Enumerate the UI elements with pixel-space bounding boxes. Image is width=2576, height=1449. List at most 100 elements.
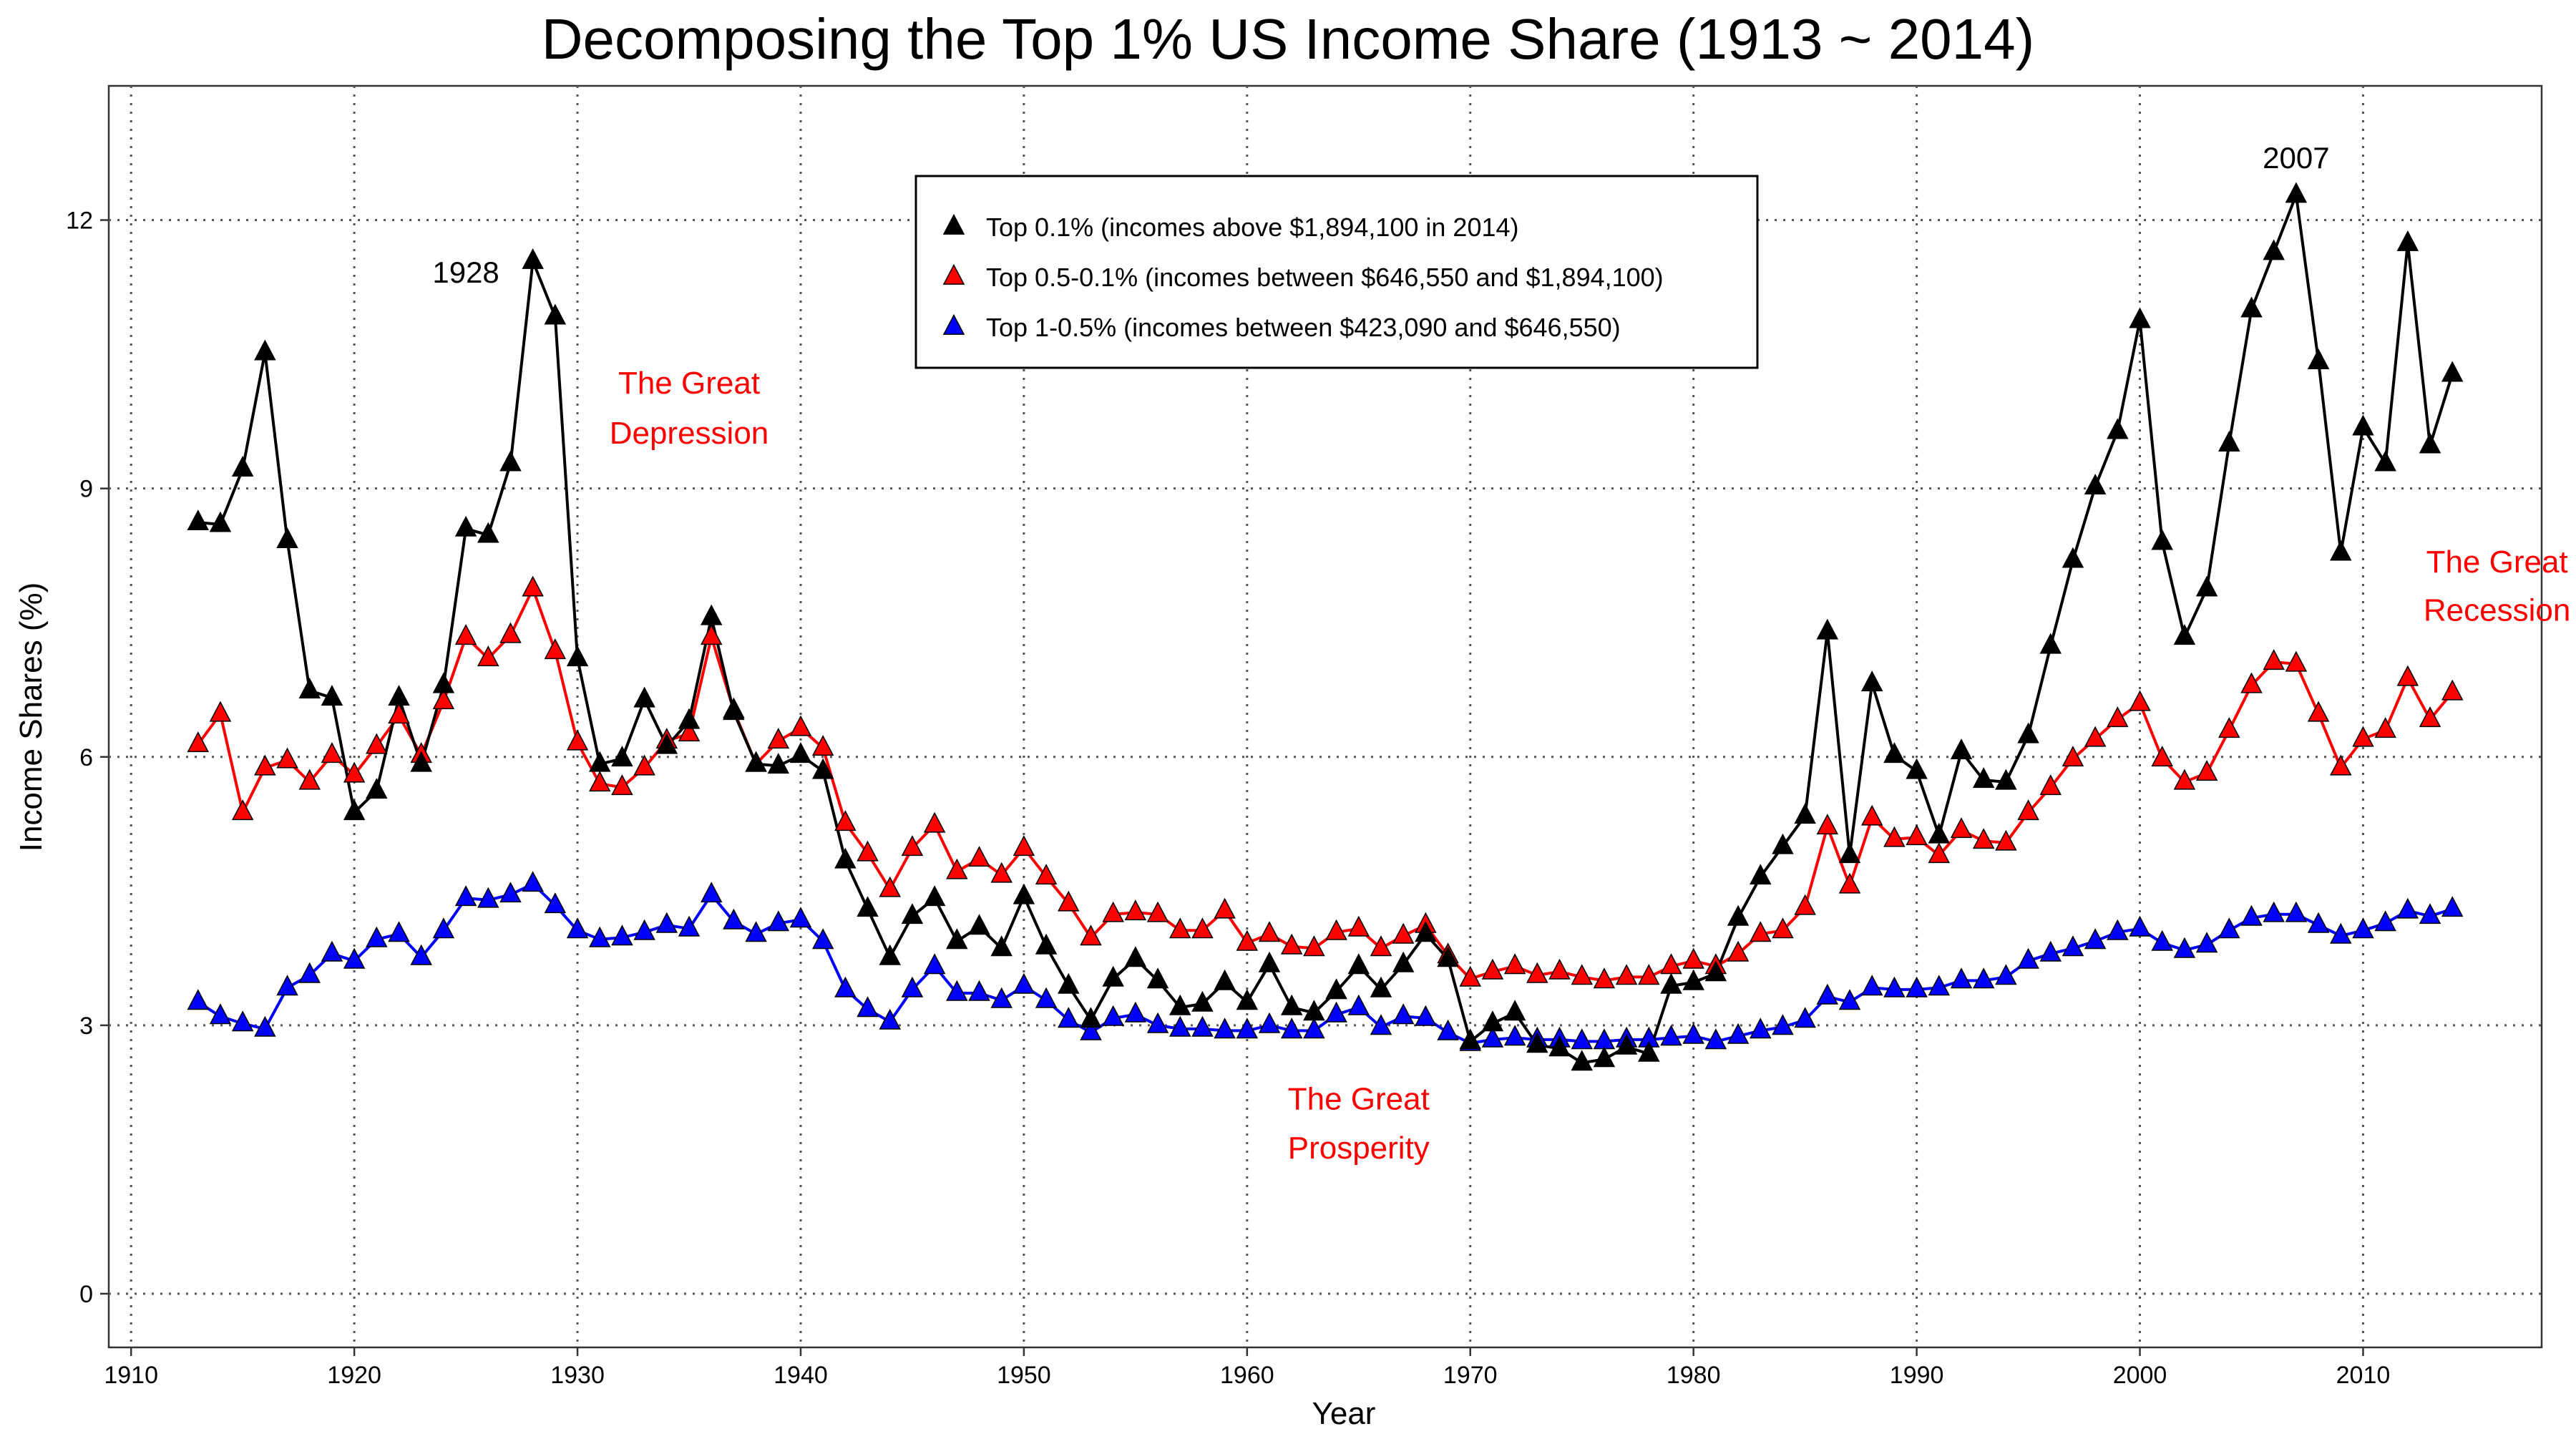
x-tick-label: 2000 bbox=[2113, 1362, 2167, 1389]
data-point bbox=[1280, 994, 1303, 1015]
legend-label-2: Top 1-0.5% (incomes between $423,090 and… bbox=[986, 313, 1621, 342]
data-point bbox=[1303, 1018, 1325, 1039]
data-point bbox=[566, 917, 589, 939]
data-point bbox=[923, 885, 946, 907]
data-point bbox=[1258, 1012, 1281, 1033]
data-point bbox=[2374, 450, 2396, 472]
data-point bbox=[2441, 679, 2464, 701]
data-point bbox=[633, 686, 655, 708]
data-point bbox=[1146, 1012, 1169, 1033]
annotation-label: Depression bbox=[610, 416, 769, 451]
data-point bbox=[901, 903, 924, 924]
x-tick-label: 1980 bbox=[1667, 1362, 1721, 1389]
x-tick-label: 1950 bbox=[997, 1362, 1051, 1389]
data-point bbox=[1124, 899, 1147, 921]
data-point bbox=[209, 1003, 232, 1025]
data-point bbox=[2107, 706, 2129, 728]
data-point bbox=[209, 511, 232, 532]
data-point bbox=[1838, 872, 1861, 894]
data-point bbox=[1704, 1028, 1727, 1050]
data-point bbox=[522, 871, 544, 892]
data-point bbox=[1124, 946, 1147, 967]
data-point bbox=[2419, 903, 2441, 924]
data-point bbox=[1860, 804, 1883, 826]
data-point bbox=[1191, 990, 1214, 1012]
data-point bbox=[2374, 910, 2396, 932]
data-point bbox=[857, 896, 879, 917]
y-tick-label: 9 bbox=[79, 476, 93, 503]
data-point bbox=[2285, 650, 2308, 672]
data-point bbox=[834, 976, 857, 997]
data-point bbox=[1727, 940, 1750, 962]
data-point bbox=[2062, 746, 2084, 767]
annotation-label: Recession bbox=[2424, 593, 2570, 628]
data-point bbox=[321, 742, 343, 763]
data-point bbox=[879, 876, 901, 897]
data-point bbox=[1370, 1014, 1392, 1035]
data-point bbox=[723, 699, 745, 721]
x-tick-label: 1960 bbox=[1220, 1362, 1274, 1389]
data-point bbox=[1503, 953, 1526, 975]
data-point bbox=[1883, 826, 1906, 847]
data-point bbox=[834, 847, 857, 869]
x-tick-label: 1920 bbox=[327, 1362, 381, 1389]
data-point bbox=[1124, 1001, 1147, 1023]
data-point bbox=[1503, 1000, 1526, 1021]
data-point bbox=[1214, 969, 1236, 990]
data-point bbox=[187, 989, 210, 1010]
data-point bbox=[1191, 917, 1214, 939]
data-point bbox=[1928, 842, 1951, 864]
data-point bbox=[1638, 1040, 1660, 1062]
data-point bbox=[2352, 726, 2374, 747]
data-point bbox=[1638, 964, 1660, 985]
data-point bbox=[298, 962, 321, 983]
data-point bbox=[254, 339, 276, 361]
data-point bbox=[723, 908, 745, 930]
data-point bbox=[767, 728, 790, 749]
data-point bbox=[1481, 958, 1504, 980]
data-point bbox=[1035, 987, 1058, 1008]
data-point bbox=[1838, 842, 1861, 864]
data-point bbox=[2352, 414, 2374, 436]
data-point bbox=[2396, 665, 2419, 686]
annotations: 1928 2007 The Great Depression The Great Rece… bbox=[432, 141, 2570, 1166]
data-point bbox=[2151, 930, 2173, 951]
data-point bbox=[1080, 924, 1102, 946]
data-point bbox=[968, 980, 990, 1001]
data-point bbox=[454, 624, 477, 645]
y-tick-label: 6 bbox=[79, 744, 93, 771]
data-point bbox=[432, 917, 455, 939]
data-point bbox=[477, 522, 499, 543]
data-point bbox=[767, 910, 790, 932]
data-point bbox=[1571, 1050, 1593, 1071]
data-point bbox=[678, 915, 701, 937]
data-point bbox=[2330, 540, 2352, 561]
data-point bbox=[2151, 746, 2173, 767]
data-point bbox=[388, 685, 410, 706]
y-axis-label: Income Shares (%) bbox=[14, 582, 49, 852]
data-point bbox=[1883, 976, 1906, 997]
data-point bbox=[1571, 964, 1593, 985]
data-point bbox=[276, 527, 298, 549]
data-point bbox=[990, 987, 1013, 1008]
data-point bbox=[1727, 904, 1750, 926]
data-point bbox=[1503, 1025, 1526, 1046]
data-point bbox=[1950, 967, 1973, 989]
data-point bbox=[1526, 1032, 1548, 1053]
data-point bbox=[2195, 760, 2218, 781]
data-point bbox=[588, 926, 611, 947]
data-point bbox=[366, 926, 388, 947]
data-point bbox=[1325, 919, 1347, 940]
data-point bbox=[901, 976, 924, 997]
data-point bbox=[789, 715, 812, 736]
data-point bbox=[1102, 1005, 1124, 1026]
data-point bbox=[1303, 935, 1325, 957]
data-point bbox=[366, 733, 388, 754]
data-point bbox=[2107, 919, 2129, 940]
data-point bbox=[2084, 474, 2107, 495]
data-point bbox=[1058, 890, 1080, 912]
data-point bbox=[1860, 670, 1883, 692]
data-point bbox=[2218, 717, 2240, 738]
data-point bbox=[1750, 1018, 1772, 1039]
data-point bbox=[678, 708, 701, 729]
